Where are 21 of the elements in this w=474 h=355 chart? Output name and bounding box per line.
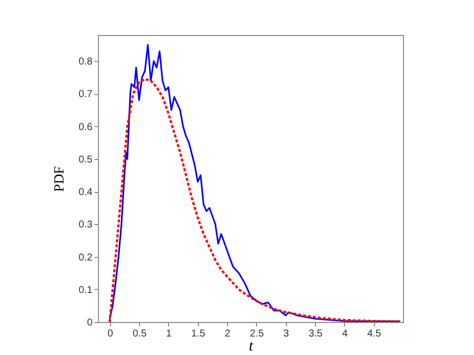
y-tick-label: 0.5	[78, 154, 93, 166]
x-tick-label: 0	[107, 328, 114, 340]
x-tick-label: 1	[166, 328, 172, 340]
x-tick-label: 4	[342, 328, 348, 340]
y-axis-title: PDF	[52, 166, 68, 192]
x-tick-label: 3	[283, 328, 290, 340]
y-tick-label: 0.8	[78, 56, 93, 68]
y-tick-label: 0.7	[78, 89, 93, 100]
y-tick-label: 0.2	[78, 252, 93, 264]
y-tick-label: 0.4	[78, 187, 93, 198]
y-tick-label: 0.3	[78, 220, 93, 231]
x-tick-label: 2.5	[250, 328, 264, 340]
x-tick-label: 1.5	[191, 328, 206, 340]
x-tick-label: 4.5	[367, 328, 382, 340]
x-tick-label: 2	[224, 328, 231, 340]
x-tick-label: 3.5	[308, 328, 323, 340]
y-tick-label: 0.1	[78, 284, 93, 296]
y-tick-label: 0.6	[78, 122, 93, 133]
x-axis-title: t	[248, 338, 254, 354]
x-tick-label: 0.5	[132, 328, 147, 340]
y-tick-label: 0	[86, 318, 93, 328]
